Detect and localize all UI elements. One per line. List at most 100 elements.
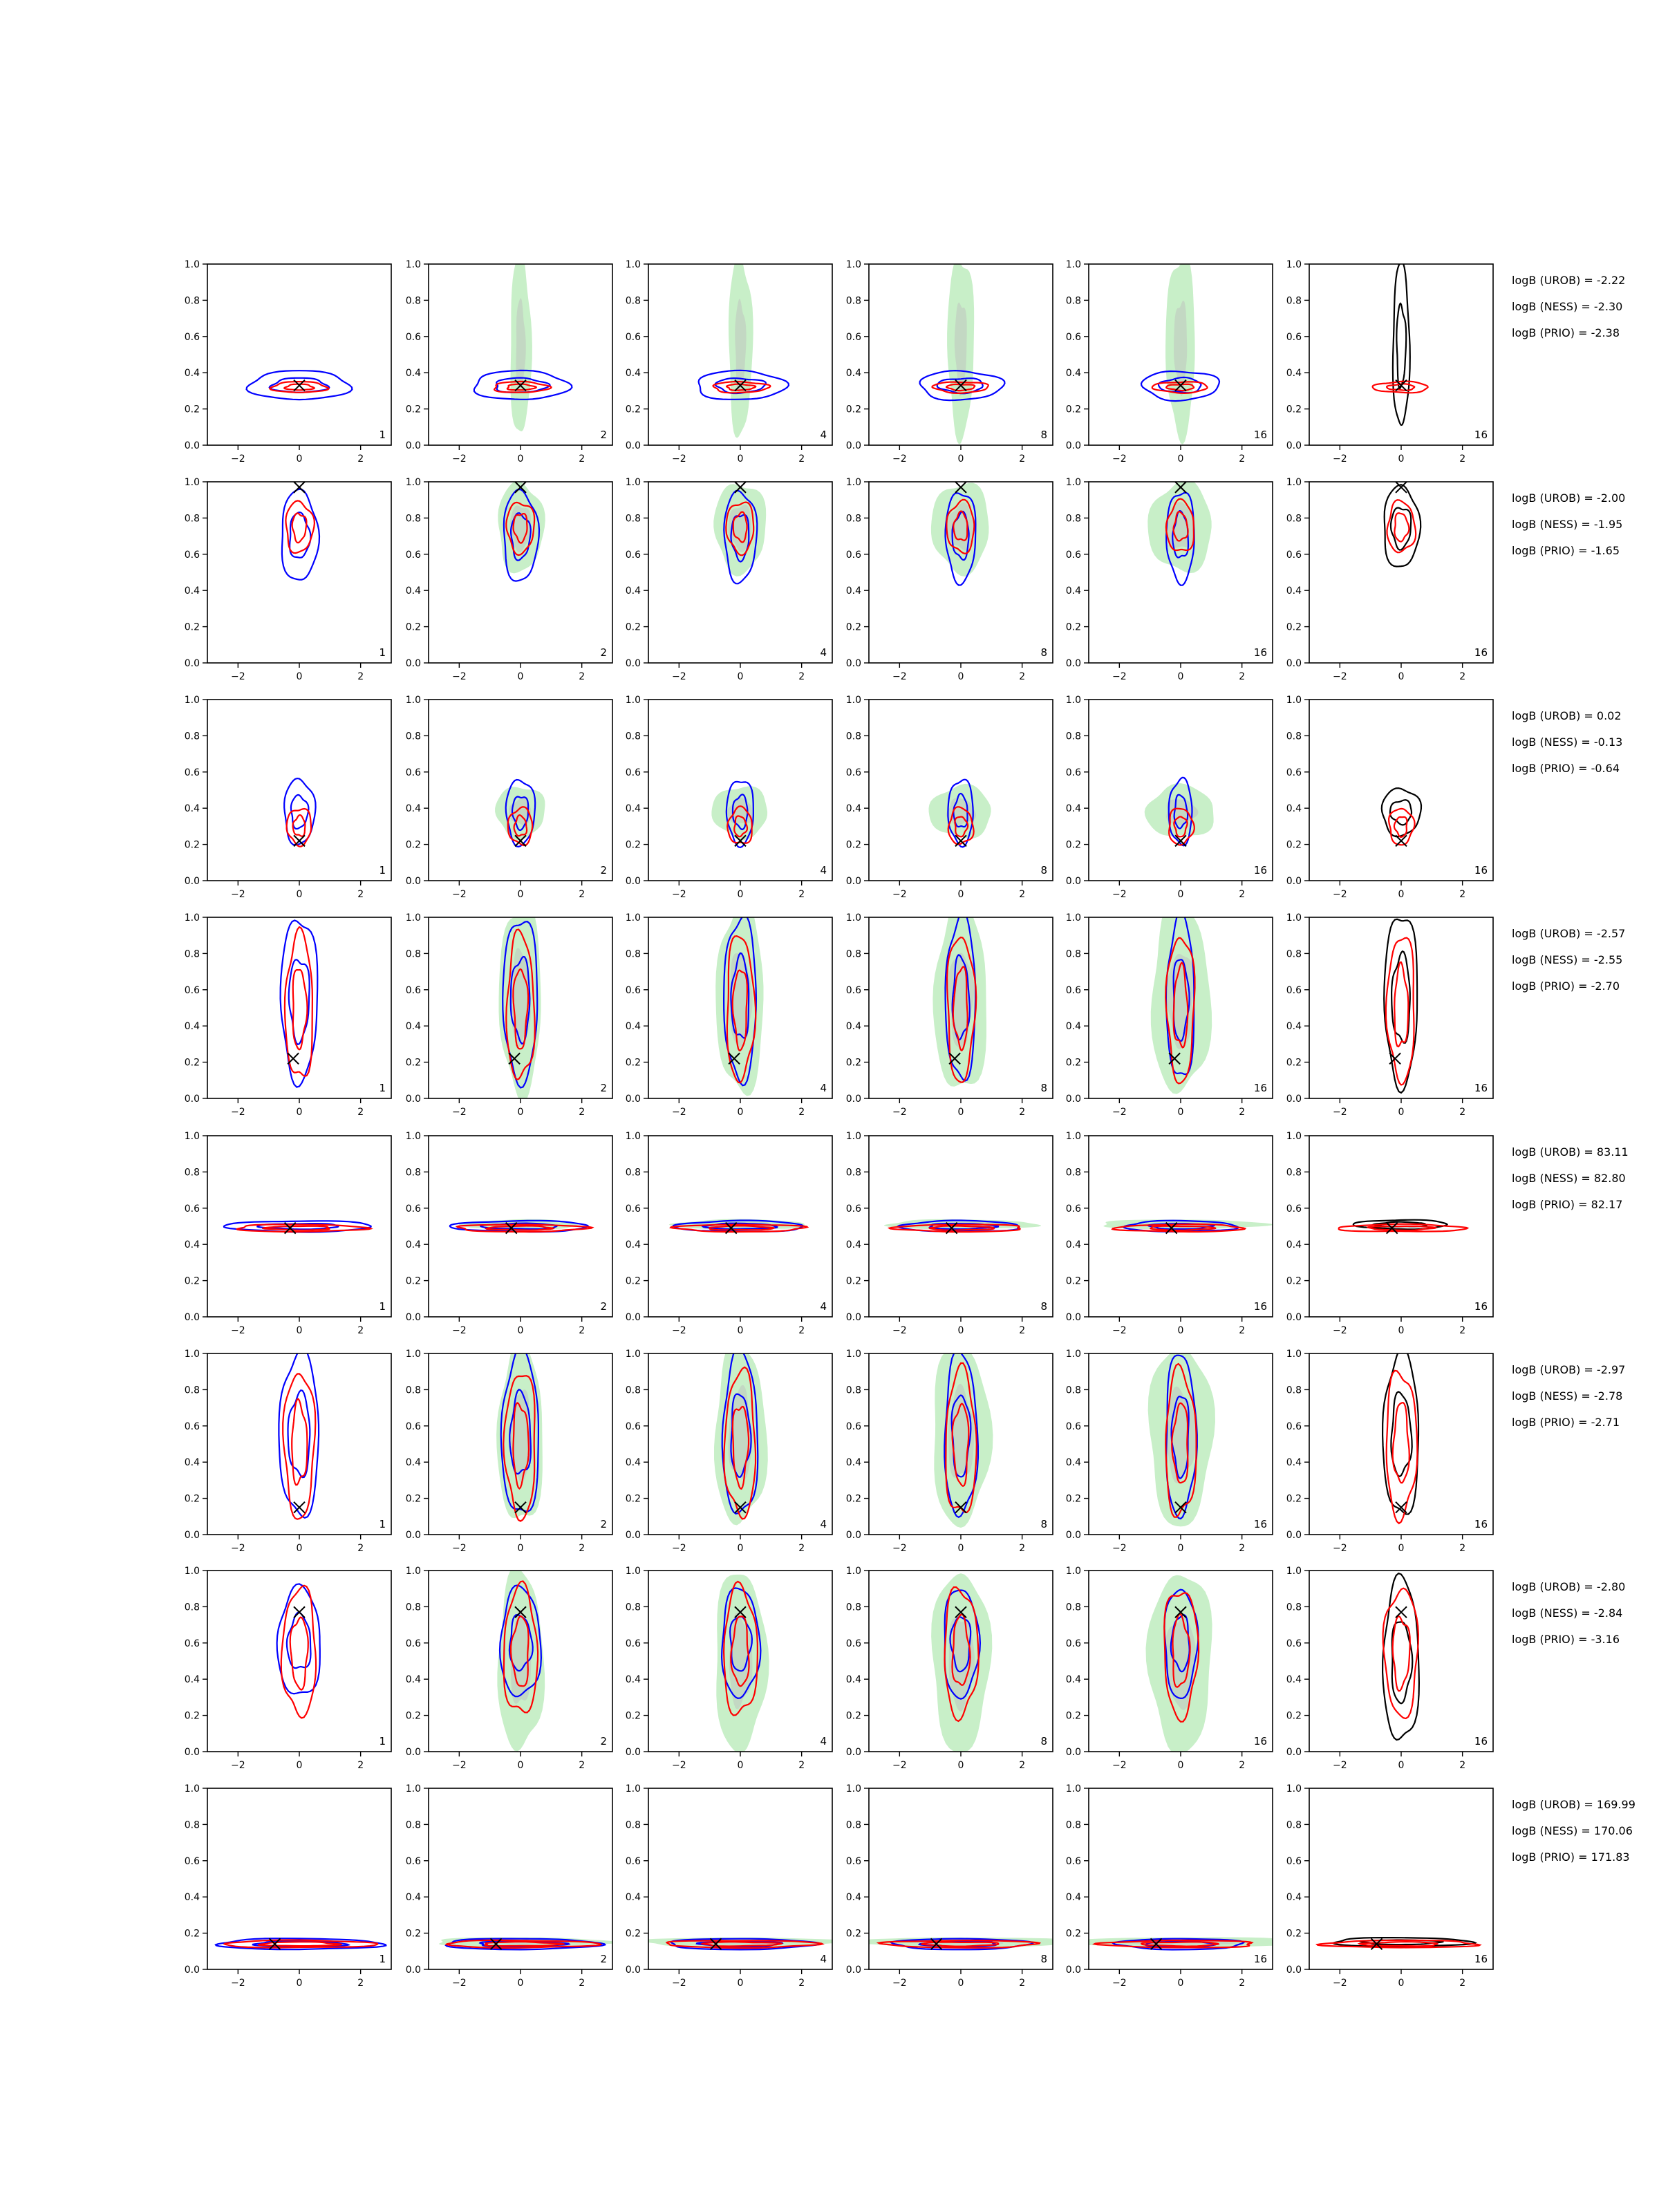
urob-contour-outer [722,917,758,1087]
prio-contour-outer [1380,787,1423,838]
y-tick-label: 1.0 [626,1566,641,1577]
panel-r1-c2: −2 0 2 0.0 0.2 0.4 0.6 0.8 1.0 2 [406,259,613,465]
ness-contour-inner [291,1398,308,1486]
y-tick-label: 0.6 [1066,1856,1081,1867]
y-tick-label: 1.0 [1066,912,1081,924]
y-tick-label: 0.2 [185,1929,200,1940]
y-tick-label: 0.8 [1286,295,1302,306]
y-tick-label: 0.2 [626,840,641,851]
x-tick-label: −2 [892,1325,907,1336]
panel-label: 4 [820,1735,827,1747]
y-tick-label: 0.4 [846,1021,861,1032]
y-tick-label: 0.0 [185,440,200,451]
ness-contour-outer [945,1362,977,1514]
x-tick-label: −2 [1112,1107,1127,1118]
y-tick-label: 0.4 [626,1892,641,1903]
y-tick-label: 0.8 [1066,1819,1081,1830]
y-tick-label: 1.0 [1066,1131,1081,1142]
y-tick-label: 1.0 [406,477,421,488]
panel-r1-c4: −2 0 2 0.0 0.2 0.4 0.6 0.8 1.0 8 [846,259,1053,465]
prio-contour-inner [1389,507,1412,551]
panel-r4-c1: −2 0 2 0.0 0.2 0.4 0.6 0.8 1.0 1 [185,912,392,1118]
y-tick-label: 1.0 [846,912,861,924]
ness-contour-outer [455,1224,594,1233]
x-tick-label: 0 [958,1978,964,1989]
ness-contour-outer [1168,807,1195,846]
y-tick-label: 0.2 [185,840,200,851]
logb-row6-line2: logB (NESS) = -2.78 [1512,1389,1623,1403]
panel-r4-c6: −2 0 2 0.0 0.2 0.4 0.6 0.8 1.0 16 [1286,912,1494,1118]
prio-contour-outer [1383,484,1422,568]
ness-contour-inner [1357,1940,1438,1947]
x-tick-label: −2 [892,453,907,465]
x-tick-label: −2 [452,889,467,900]
y-tick-label: 0.8 [626,1167,641,1178]
truth-marker [1174,481,1187,494]
y-tick-label: 0.4 [1066,1674,1081,1685]
y-tick-label: 0.4 [406,1457,421,1468]
ness-contour-inner [291,512,308,544]
ness-contour-outer [1315,1939,1482,1949]
urob-contour-outer [214,1938,387,1951]
y-tick-label: 0.8 [185,1385,200,1396]
ness-contour-outer [946,498,975,554]
x-tick-label: −2 [1112,671,1127,682]
x-tick-label: 2 [357,1325,364,1336]
truth-marker [948,1052,961,1065]
ness-contour-inner [731,1405,750,1490]
panel-r2-c6: −2 0 2 0.0 0.2 0.4 0.6 0.8 1.0 16 [1286,477,1494,682]
ness-contour-outer [712,380,771,394]
y-tick-label: 1.0 [1286,695,1302,706]
y-tick-label: 0.2 [1066,1058,1081,1069]
y-tick-label: 0.4 [406,1239,421,1250]
y-tick-label: 0.2 [185,1058,200,1069]
x-tick-label: 0 [738,453,744,465]
truth-marker [1168,1052,1181,1065]
urob-contour-outer [279,919,319,1088]
panel-r2-c2: −2 0 2 0.0 0.2 0.4 0.6 0.8 1.0 2 [406,477,613,682]
panel-label: 1 [379,1300,386,1313]
x-tick-label: 0 [738,671,744,682]
y-tick-label: 1.0 [626,912,641,924]
y-tick-label: 0.4 [1286,1892,1302,1903]
y-tick-label: 0.0 [1066,1530,1081,1541]
logb-row3-line2: logB (NESS) = -0.13 [1512,735,1623,749]
x-tick-label: 0 [958,1107,964,1118]
y-tick-label: 0.4 [406,803,421,814]
urob-contour-inner [917,1940,998,1948]
panel-r8-c4: −2 0 2 0.0 0.2 0.4 0.6 0.8 1.0 8 [846,1783,1053,1989]
y-tick-label: 0.2 [626,1711,641,1722]
x-tick-label: 2 [1019,671,1025,682]
truth-marker [505,1221,518,1235]
x-tick-label: 2 [357,1107,364,1118]
x-tick-label: 0 [1398,1760,1405,1771]
y-tick-label: 0.4 [626,1674,641,1685]
y-tick-label: 0.4 [406,585,421,597]
prior-fill-outer [934,1353,993,1528]
y-tick-label: 0.2 [626,1929,641,1940]
x-tick-label: −2 [672,1543,686,1554]
y-tick-label: 1.0 [846,1349,861,1360]
y-tick-label: 0.8 [406,948,421,959]
ness-contour-inner [257,1941,343,1947]
panel-label: 2 [600,1300,607,1313]
panel-label: 16 [1474,1953,1488,1965]
panel-r7-c2: −2 0 2 0.0 0.2 0.4 0.6 0.8 1.0 2 [406,1566,613,1771]
ness-contour-outer [505,501,536,556]
urob-contour-inner [511,796,529,832]
ness-contour-inner [1149,1225,1217,1231]
y-tick-label: 0.4 [185,1239,200,1250]
panel-label: 1 [379,1735,386,1747]
ness-contour-outer [503,1375,536,1522]
ness-contour-outer [285,500,316,554]
ness-contour-inner [1173,816,1188,838]
y-tick-label: 0.0 [1066,1312,1081,1323]
truth-marker [1389,1052,1401,1065]
y-tick-label: 0.4 [185,1674,200,1685]
ness-contour-outer [723,1366,757,1520]
urob-contour-outer [245,370,353,401]
y-tick-label: 0.6 [185,1856,200,1867]
y-tick-label: 0.8 [1066,295,1081,306]
panel-label: 2 [600,1082,607,1094]
y-tick-label: 0.4 [846,1674,861,1685]
